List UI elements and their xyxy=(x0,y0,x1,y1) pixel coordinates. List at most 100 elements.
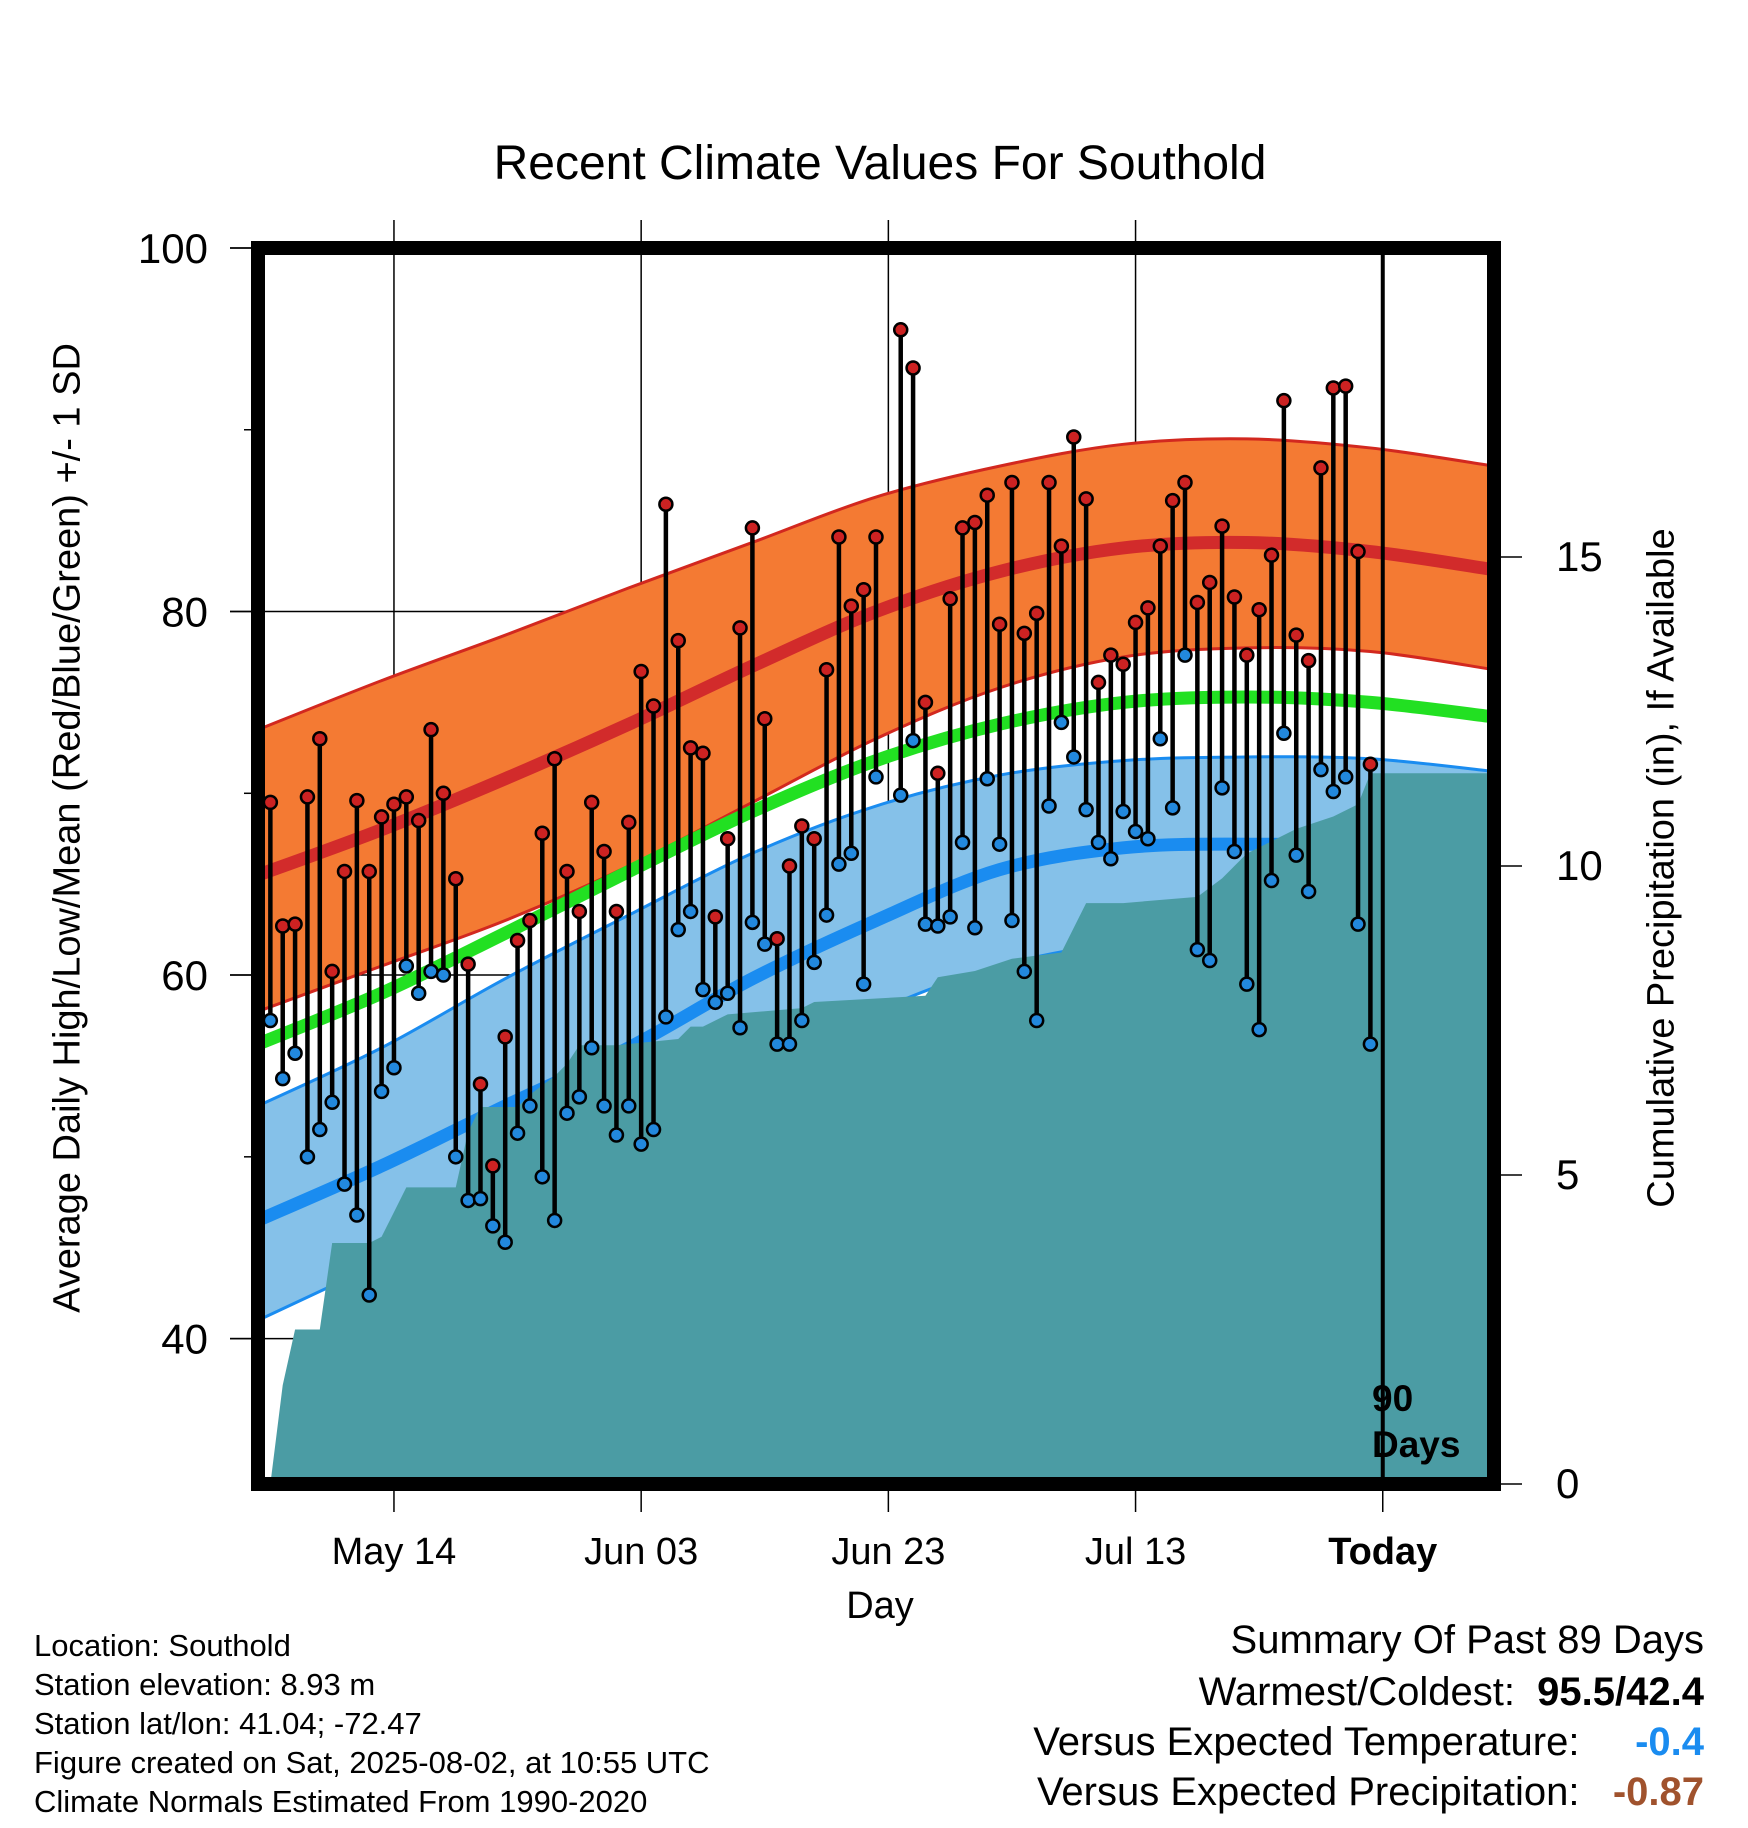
high-point xyxy=(645,698,662,714)
low-point xyxy=(905,732,921,749)
low-sd-band xyxy=(258,756,1494,1321)
high-point xyxy=(1152,538,1169,554)
low-point xyxy=(695,981,711,998)
low-point xyxy=(1189,941,1206,958)
low-point xyxy=(299,1149,316,1165)
high-point xyxy=(1053,538,1070,554)
page-title: Recent Climate Values For Southold xyxy=(493,137,1267,190)
low-point xyxy=(794,1012,810,1029)
high-point xyxy=(386,796,402,812)
summary-temp-label: Versus Expected Temperature: xyxy=(1033,1720,1580,1764)
low-point xyxy=(1201,952,1218,969)
low-point xyxy=(324,1094,340,1111)
low-point xyxy=(546,1212,563,1229)
high-point xyxy=(979,487,995,503)
summary-precip-value: -0.87 xyxy=(1612,1770,1704,1814)
low-point xyxy=(930,918,946,934)
high-point xyxy=(1325,380,1342,396)
high-point xyxy=(608,903,625,920)
high-point xyxy=(1090,674,1107,691)
summary-precip: Versus Expected Precipitation: -0.87 xyxy=(1037,1770,1704,1815)
info-normals: Climate Normals Estimated From 1990-2020 xyxy=(34,1784,648,1819)
summary-coldest: /42.4 xyxy=(1615,1670,1704,1714)
low-point xyxy=(1214,780,1230,796)
high-point xyxy=(1300,652,1317,669)
low-point xyxy=(472,1190,489,1207)
high-point xyxy=(991,616,1008,633)
high-point xyxy=(1115,656,1131,672)
high-point xyxy=(621,814,637,831)
low-point xyxy=(1066,749,1082,765)
high-point xyxy=(571,903,588,920)
high-point xyxy=(448,870,464,887)
low-point xyxy=(571,1089,588,1105)
high-point xyxy=(719,830,736,847)
summary-heading: Summary Of Past 89 Days xyxy=(1230,1618,1704,1662)
high-point xyxy=(324,963,340,980)
high-point xyxy=(435,785,452,802)
high-point xyxy=(534,825,551,842)
daily-points xyxy=(262,322,1379,1303)
high-point xyxy=(1288,627,1304,643)
high-point xyxy=(1103,647,1119,663)
low-point xyxy=(1325,783,1342,800)
today-marker-label: 90 Days xyxy=(1372,1378,1461,1465)
low-point xyxy=(781,1036,798,1052)
low-point xyxy=(1263,872,1280,889)
high-point xyxy=(757,711,773,727)
high-point xyxy=(522,912,538,929)
y2-axis-label: Cumulative Precipitation (in), If Availa… xyxy=(1640,528,1683,1208)
high-point xyxy=(917,694,934,711)
low-point xyxy=(682,903,699,920)
precipitation-area xyxy=(270,773,1494,1484)
high-point xyxy=(1066,429,1082,445)
low-point xyxy=(336,1176,353,1192)
low-point xyxy=(460,1192,476,1209)
high-point xyxy=(1078,491,1094,507)
high-point xyxy=(967,514,983,531)
low-point xyxy=(1226,843,1243,860)
low-point xyxy=(1164,800,1181,816)
low-point xyxy=(448,1149,464,1165)
low-point xyxy=(1177,647,1193,663)
x-tick-label: Jun 03 xyxy=(584,1531,698,1573)
y2-tick-label: 5 xyxy=(1556,1151,1579,1198)
low-point xyxy=(386,1060,402,1076)
high-point xyxy=(509,932,526,949)
low-point xyxy=(732,1020,748,1036)
high-point xyxy=(274,918,291,934)
low-point xyxy=(1300,883,1317,900)
low-point xyxy=(534,1169,551,1185)
low-point xyxy=(658,1009,674,1025)
high-point xyxy=(398,789,415,805)
high-point xyxy=(1337,378,1354,394)
low-point xyxy=(979,771,995,787)
high-point xyxy=(1362,756,1379,772)
info-latlon: Station lat/lon: 41.04; -72.47 xyxy=(34,1706,422,1741)
low-point xyxy=(1004,912,1020,929)
y-tick-label: 60 xyxy=(161,952,208,999)
high-point xyxy=(472,1076,489,1092)
low-point xyxy=(831,856,847,872)
high-point xyxy=(732,620,748,636)
low-point xyxy=(1103,850,1119,867)
high-point xyxy=(843,598,860,614)
low-point xyxy=(485,1218,501,1234)
high-point xyxy=(361,863,377,880)
high-point xyxy=(1239,647,1255,663)
low-point xyxy=(1251,1021,1267,1038)
low-point xyxy=(868,769,884,785)
high-point xyxy=(682,740,699,756)
high-point xyxy=(695,745,711,762)
low-point xyxy=(522,1098,538,1114)
high-point xyxy=(905,360,921,376)
high-point xyxy=(485,1158,501,1174)
daily-stems xyxy=(268,329,1373,1295)
high-point xyxy=(1041,474,1057,491)
high-point xyxy=(497,1029,513,1045)
y2-tick-label: 10 xyxy=(1556,842,1603,889)
high-point xyxy=(794,818,810,834)
high-point xyxy=(1214,518,1230,534)
summary-temp-value: -0.4 xyxy=(1635,1720,1704,1764)
low-point xyxy=(1288,847,1304,863)
